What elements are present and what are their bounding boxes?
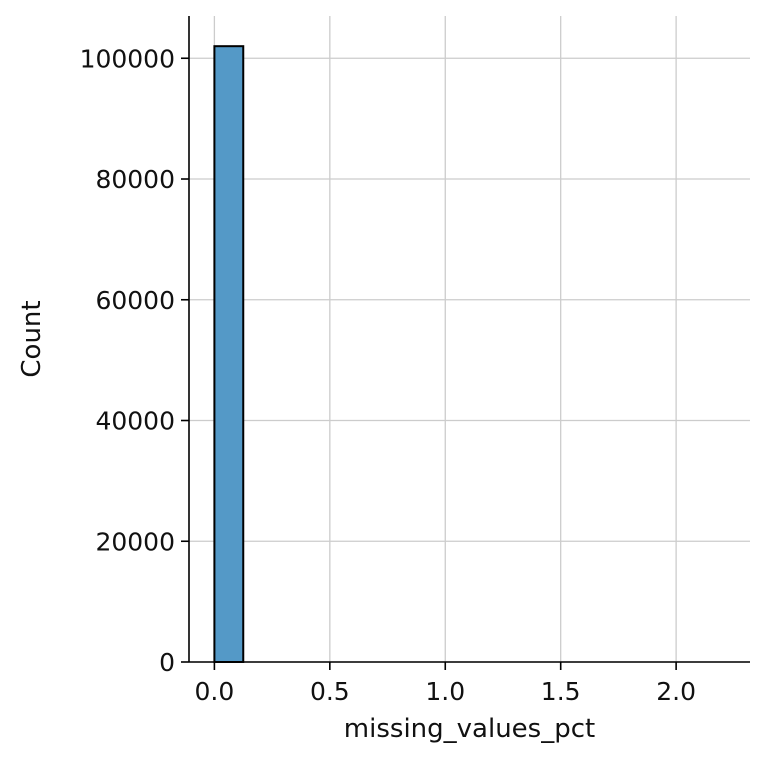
y-tick-label: 60000 <box>95 286 175 315</box>
axes <box>181 16 750 670</box>
y-tick-label: 80000 <box>95 165 175 194</box>
x-axis-label: missing_values_pct <box>344 714 595 744</box>
x-tick-label: 2.0 <box>656 677 696 706</box>
grid-lines <box>189 16 750 663</box>
x-tick-label: 0.5 <box>310 677 350 706</box>
y-tick-label: 0 <box>159 648 175 677</box>
tick-labels: 0.0 0.5 1.0 1.5 2.0 0 20000 40000 60000 80000 1000… <box>80 44 696 706</box>
histogram-bars <box>213 45 245 664</box>
y-axis-label: Count <box>17 300 47 377</box>
x-tick-label: 1.0 <box>425 677 465 706</box>
histogram-bar <box>213 45 245 664</box>
x-tick-label: 0.0 <box>195 677 235 706</box>
x-tick-label: 1.5 <box>541 677 581 706</box>
y-tick-label: 100000 <box>80 44 175 73</box>
y-tick-label: 20000 <box>95 527 175 556</box>
y-tick-label: 40000 <box>95 407 175 436</box>
